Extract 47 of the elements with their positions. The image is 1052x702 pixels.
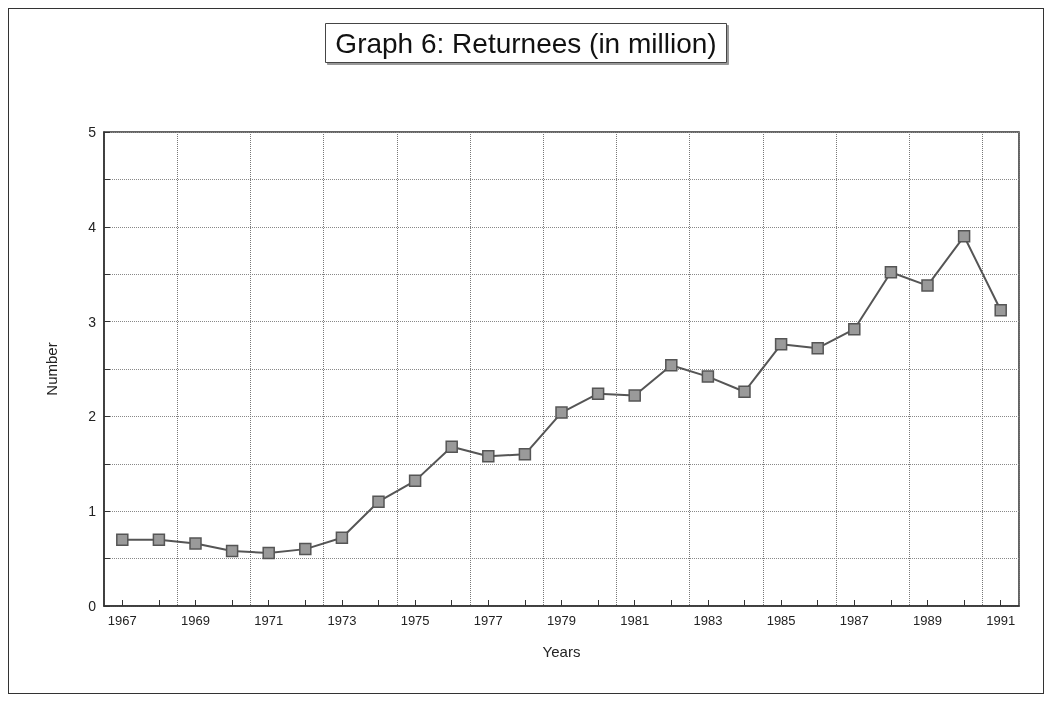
y-tick-label: 5 xyxy=(88,124,97,140)
point xyxy=(628,389,641,402)
point xyxy=(994,303,1007,317)
x-tick-label: 1979 xyxy=(547,613,576,628)
point xyxy=(116,533,129,546)
point xyxy=(701,370,715,383)
x-tick-label: 1991 xyxy=(986,613,1016,628)
point xyxy=(591,387,605,400)
chart-title: Graph 6: Returnees (in million) xyxy=(335,27,717,59)
point xyxy=(335,531,349,544)
y-tick-label: 3 xyxy=(88,313,97,330)
x-tick-label: 1971 xyxy=(254,613,284,628)
point xyxy=(408,474,422,488)
x-tick-label: 1983 xyxy=(693,613,723,628)
point xyxy=(957,230,971,243)
y-tick-label: 4 xyxy=(88,218,97,235)
x-tick-label: 1975 xyxy=(400,613,430,628)
point xyxy=(738,385,751,398)
point xyxy=(884,266,898,279)
point xyxy=(518,448,532,461)
point xyxy=(665,358,678,372)
x-tick-label: 1987 xyxy=(839,613,869,628)
x-tick-label: 1989 xyxy=(913,613,942,628)
x-tick-label: 1985 xyxy=(766,613,796,628)
point xyxy=(848,322,861,336)
y-tick-label: 1 xyxy=(88,503,97,520)
point xyxy=(555,406,568,419)
x-tick-label: 1973 xyxy=(327,613,357,628)
y-axis-title: Number xyxy=(43,342,60,396)
x-axis-title: Years xyxy=(542,643,581,660)
point xyxy=(189,537,202,550)
point xyxy=(482,449,495,463)
x-tick-label: 1969 xyxy=(181,613,210,628)
point xyxy=(774,338,788,351)
point xyxy=(299,542,312,556)
point xyxy=(921,279,934,292)
point xyxy=(372,495,385,508)
y-tick-label: 2 xyxy=(88,408,97,425)
x-tick-label: 1977 xyxy=(473,613,503,628)
point xyxy=(152,533,166,546)
point xyxy=(445,440,458,453)
point xyxy=(811,341,824,355)
point xyxy=(262,546,275,560)
x-tick-label: 1967 xyxy=(107,613,137,628)
y-tick-label: 0 xyxy=(88,598,97,614)
x-tick-label: 1981 xyxy=(620,613,650,628)
point xyxy=(225,544,239,558)
